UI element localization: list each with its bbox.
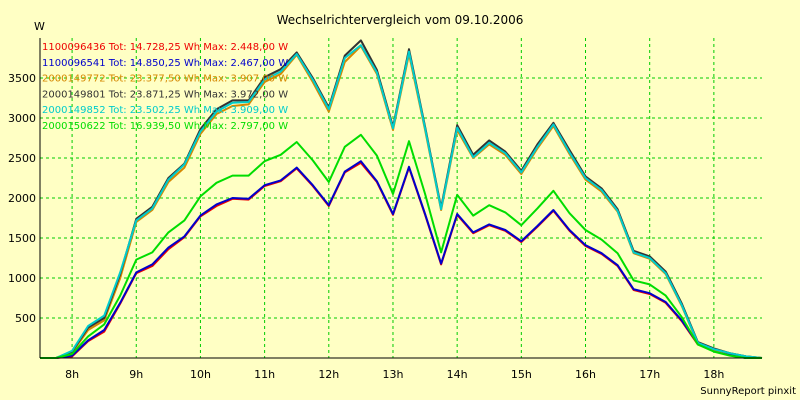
x-tick-label: 11h — [254, 368, 275, 381]
legend: 1100096436 Tot: 14.728,25 Wh Max: 2.448,… — [42, 42, 288, 132]
y-tick-label: 1500 — [8, 232, 36, 245]
y-axis-label: W — [34, 20, 45, 33]
x-tick-label: 14h — [447, 368, 468, 381]
y-tick-label: 2000 — [8, 192, 36, 205]
grid-lines — [40, 38, 762, 358]
series-line-1100096541 — [40, 160, 762, 359]
chart-title: Wechselrichtervergleich vom 09.10.2006 — [277, 13, 524, 27]
legend-entry-2000149801: 2000149801 Tot: 23.871,25 Wh Max: 3.972,… — [42, 89, 288, 100]
series-lines — [40, 39, 763, 359]
series-line-2000150622 — [40, 133, 762, 359]
legend-entry-2000149852: 2000149852 Tot: 23.502,25 Wh Max: 3.909,… — [42, 105, 288, 116]
legend-entry-2000149772: 2000149772 Tot: 23.377,50 Wh Max: 3.907,… — [42, 74, 288, 85]
y-tick-label: 1000 — [8, 272, 36, 285]
x-tick-label: 12h — [318, 368, 339, 381]
x-tick-label: 13h — [382, 368, 403, 381]
y-tick-label: 2500 — [8, 152, 36, 165]
x-tick-label: 16h — [575, 368, 596, 381]
x-axis-ticks: 8h 9h 10h 11h 12h 13h 14h 15h 16h 17h 18h — [65, 368, 724, 381]
series-line-2000149852 — [40, 44, 763, 359]
x-tick-label: 18h — [703, 368, 724, 381]
legend-entry-2000150622: 2000150622 Tot: 16.939,50 Wh Max: 2.797,… — [42, 121, 288, 132]
y-tick-label: 500 — [15, 312, 36, 325]
y-tick-label: 3500 — [8, 72, 36, 85]
legend-entry-1100096436: 1100096436 Tot: 14.728,25 Wh Max: 2.448,… — [42, 42, 288, 53]
x-tick-label: 8h — [65, 368, 79, 381]
footer-credit: SunnyReport pinxit — [700, 386, 796, 397]
y-axis-ticks: 500 1000 1500 2000 2500 3000 3500 — [8, 72, 36, 325]
legend-entry-1100096541: 1100096541 Tot: 14.850,25 Wh Max: 2.467,… — [42, 58, 288, 69]
x-tick-label: 17h — [639, 368, 660, 381]
x-tick-label: 10h — [190, 368, 211, 381]
x-tick-label: 9h — [129, 368, 143, 381]
y-tick-label: 3000 — [8, 112, 36, 125]
x-tick-label: 15h — [511, 368, 532, 381]
